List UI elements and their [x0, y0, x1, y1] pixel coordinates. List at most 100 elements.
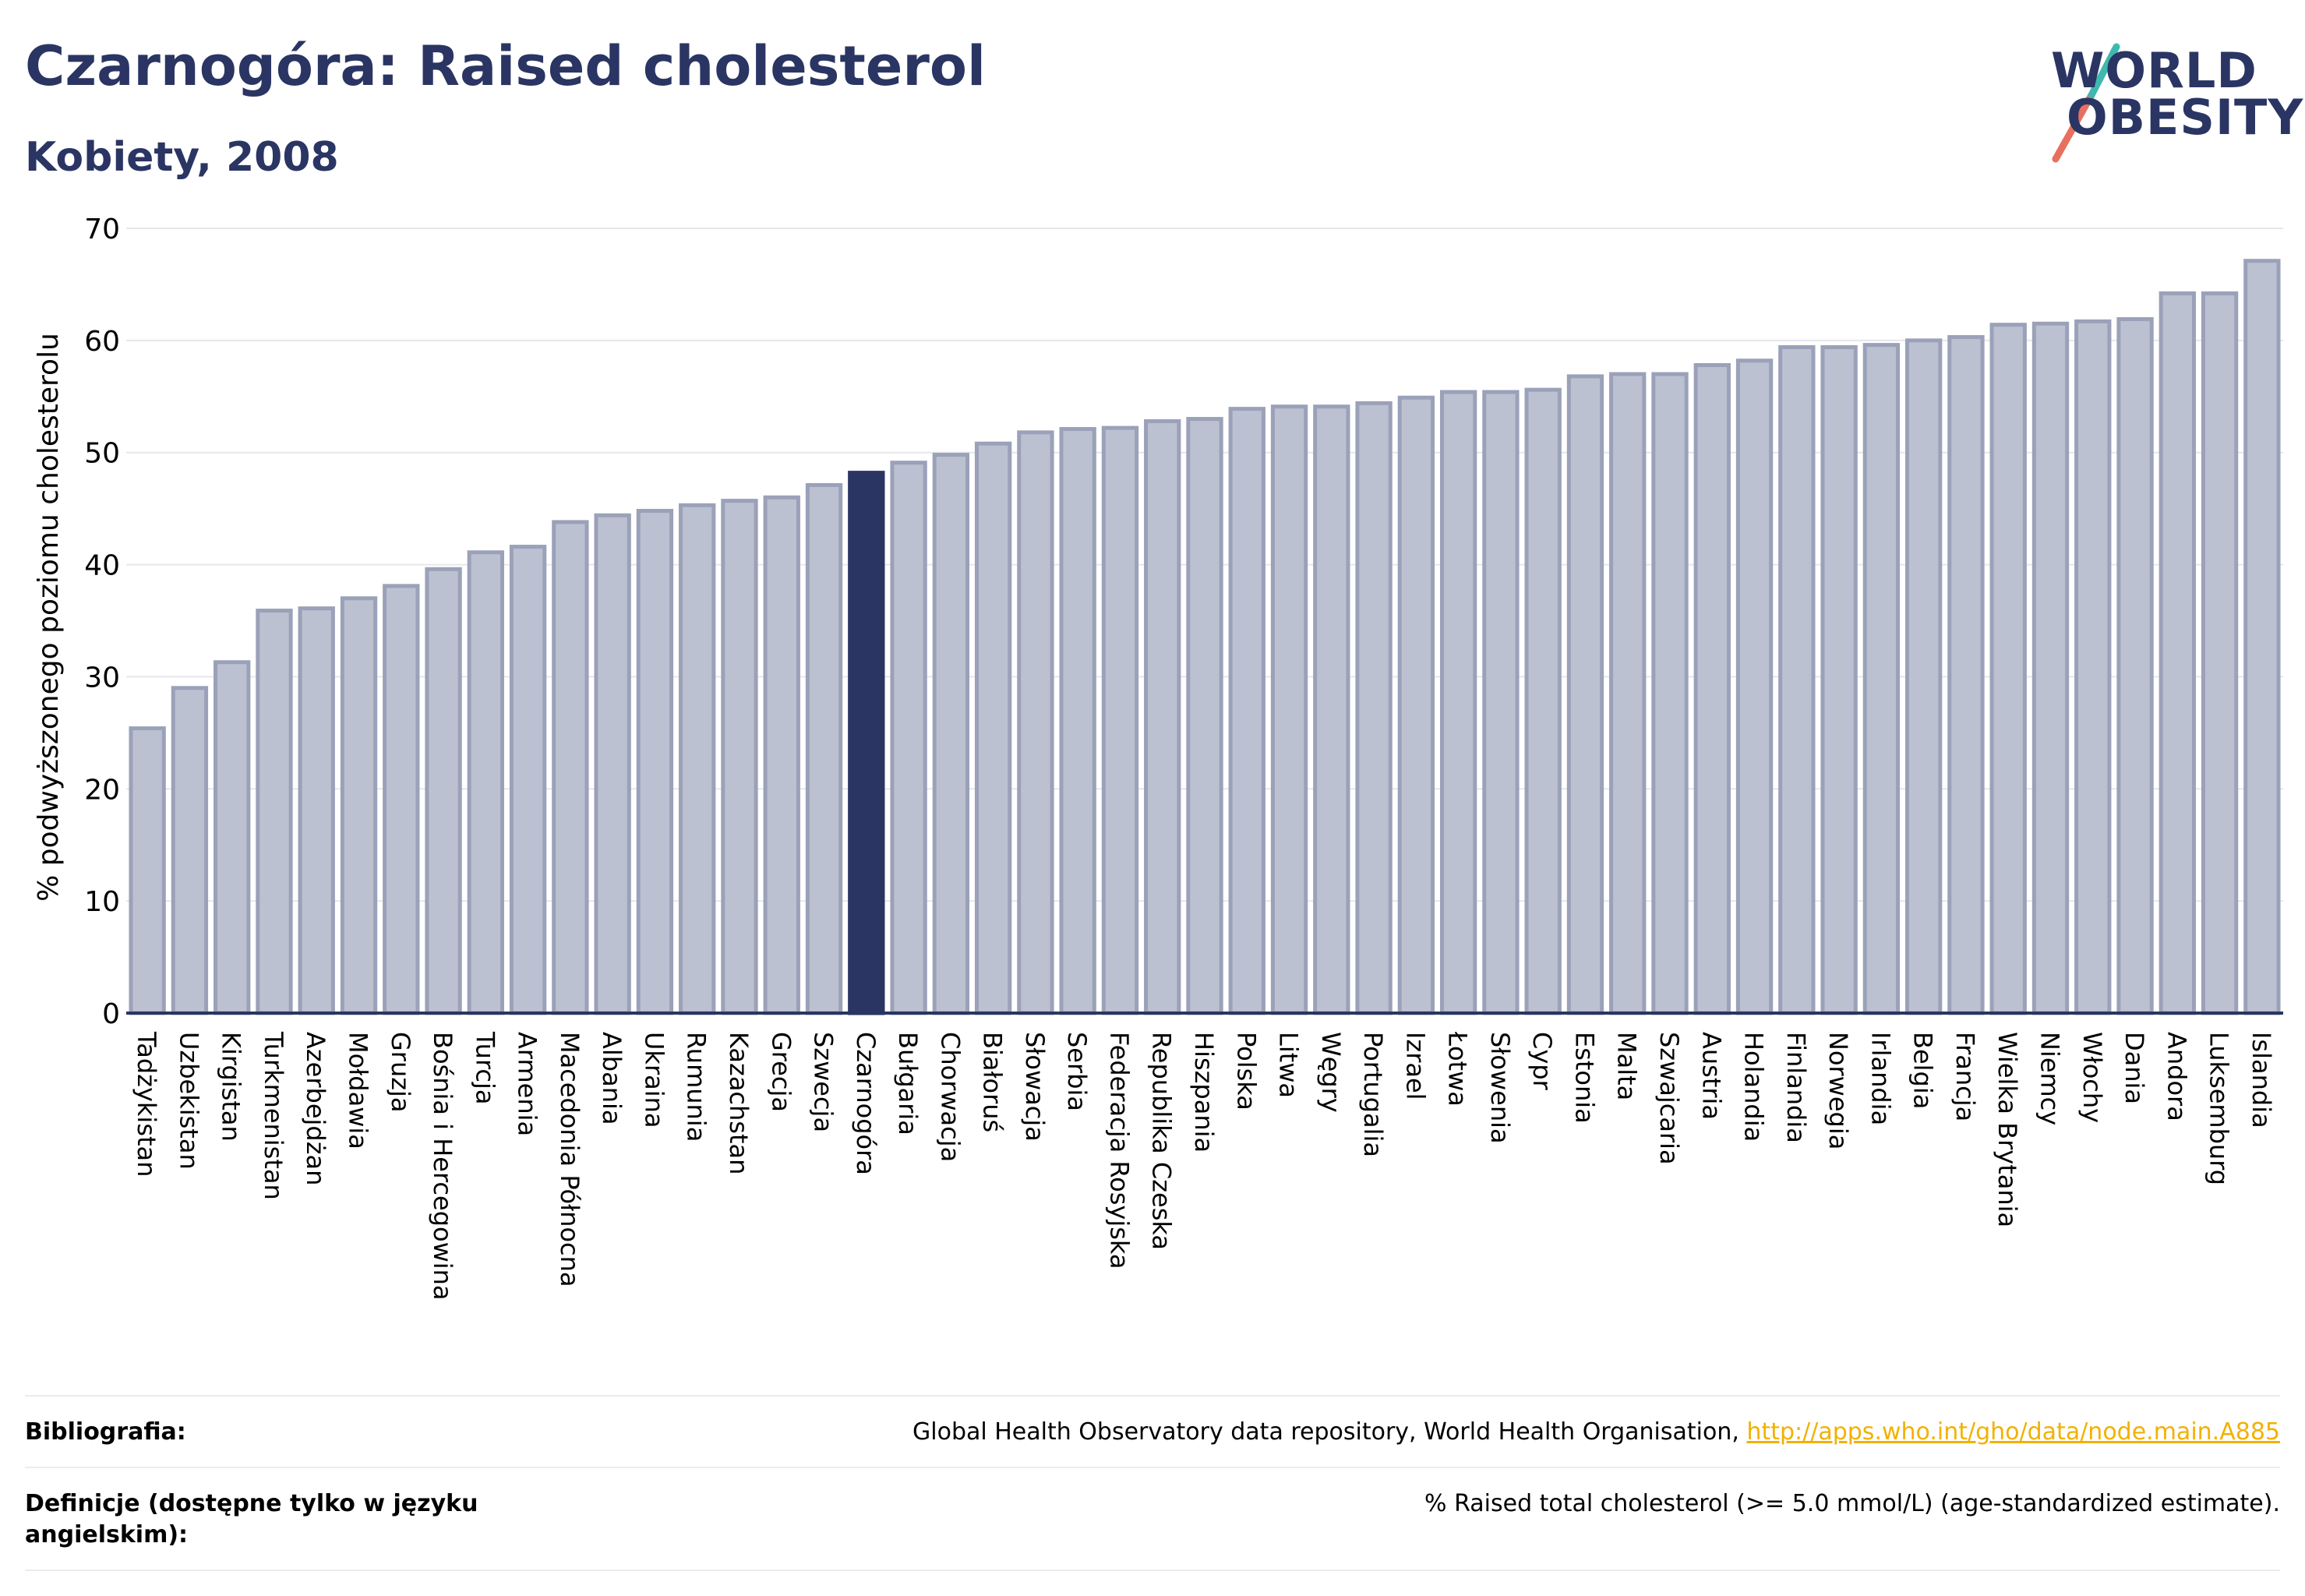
bar	[1735, 358, 1774, 1015]
bar	[2031, 321, 2070, 1015]
bar	[2159, 291, 2196, 1015]
x-tick-label: Belgia	[1908, 1032, 1938, 1109]
y-tick-label: 20	[84, 774, 120, 806]
x-tick-label: Turkmenistan	[259, 1031, 288, 1200]
bar	[1482, 390, 1520, 1015]
bar	[214, 660, 251, 1015]
bibliography-link[interactable]: http://apps.who.int/gho/data/node.main.A…	[1746, 1418, 2280, 1446]
x-tick-label: Finlandia	[1781, 1032, 1811, 1143]
x-tick-label: Federacja Rosyjska	[1104, 1032, 1134, 1269]
x-tick-label: Macedonia Północna	[555, 1032, 584, 1287]
bibliography-text: Global Health Observatory data repositor…	[912, 1418, 1747, 1446]
bar	[1904, 338, 1943, 1015]
x-tick-label: Chorwacja	[935, 1032, 965, 1162]
bar	[1186, 417, 1223, 1015]
bars	[129, 259, 2281, 1015]
bar	[256, 609, 293, 1015]
bibliography-value: Global Health Observatory data repositor…	[912, 1417, 2280, 1448]
bar	[1947, 335, 1985, 1015]
bar	[1439, 390, 1477, 1015]
x-tick-label: Uzbekistan	[174, 1032, 203, 1170]
x-tick-label: Dania	[2120, 1032, 2149, 1104]
x-tick-label: Turcja	[470, 1031, 499, 1105]
y-tick-label: 40	[84, 550, 120, 582]
bar	[1101, 425, 1139, 1015]
bar	[721, 499, 758, 1015]
x-tick-label: Mołdawia	[344, 1032, 373, 1149]
x-tick-label: Cypr	[1527, 1032, 1557, 1091]
bar	[383, 584, 420, 1015]
bar	[1017, 430, 1054, 1015]
x-tick-label: Czarnogóra	[851, 1032, 881, 1175]
bar	[2116, 317, 2154, 1015]
bar	[1566, 374, 1604, 1015]
definitions-row: Definicje (dostępne tylko w języku angie…	[25, 1467, 2280, 1571]
bar	[679, 503, 716, 1015]
x-tick-label: Wielka Brytania	[1993, 1032, 2022, 1227]
bar	[1355, 401, 1393, 1015]
x-tick-label: Litwa	[1274, 1032, 1304, 1098]
y-tick-label: 10	[84, 886, 120, 918]
y-tick-label: 50	[84, 438, 120, 470]
bar	[594, 513, 631, 1015]
bar	[974, 441, 1012, 1015]
x-tick-label: Bośnia i Hercegowina	[428, 1032, 457, 1301]
y-tick-label: 70	[84, 214, 120, 245]
bar	[1059, 427, 1096, 1015]
x-tick-label: Portugalia	[1358, 1032, 1388, 1157]
y-tick-label: 30	[84, 662, 120, 694]
bar	[1228, 407, 1265, 1015]
bar	[1820, 344, 1858, 1015]
bar	[171, 686, 209, 1015]
bar	[932, 453, 970, 1015]
x-tick-label: Gruzja	[386, 1032, 415, 1113]
bar	[1651, 372, 1689, 1015]
chart-title: Czarnogóra: Raised cholesterol	[25, 34, 986, 98]
bar	[1778, 344, 1816, 1015]
bar	[890, 461, 927, 1015]
bar	[2201, 291, 2239, 1015]
x-tick-label: Słowenia	[1485, 1032, 1515, 1144]
bar	[1989, 323, 2027, 1015]
definitions-label: Definicje (dostępne tylko w języku angie…	[25, 1490, 478, 1548]
x-tick-label: Niemcy	[2035, 1032, 2064, 1125]
x-tick-label: Andora	[2162, 1032, 2191, 1121]
x-tick-label: Białoruś	[978, 1032, 1008, 1132]
x-tick-label: Polska	[1231, 1032, 1261, 1110]
x-tick-label: Izrael	[1400, 1032, 1430, 1100]
axes: 0 10 20 30 40 50 60 70 Tadżykistan Uzbekistan Kirg…	[84, 214, 2283, 1301]
bar	[467, 550, 505, 1015]
bar	[509, 545, 547, 1015]
x-tick-label: Armenia	[513, 1032, 542, 1136]
bar	[298, 606, 335, 1015]
definitions-value: % Raised total cholesterol (>= 5.0 mmol/…	[1424, 1490, 2280, 1517]
logo-text-obesity: OBESITY	[2067, 89, 2304, 146]
y-axis-label: % podwyższonego poziomu cholesterolu	[33, 333, 65, 902]
x-tick-label: Łotwa	[1443, 1031, 1473, 1107]
x-tick-label: Albania	[597, 1032, 627, 1125]
bar	[552, 520, 589, 1015]
x-tick-label: Węgry	[1316, 1032, 1346, 1113]
x-tick-label: Grecja	[766, 1032, 796, 1112]
bar	[2074, 319, 2112, 1015]
x-tick-label: Azerbejdżan	[301, 1032, 330, 1185]
bar	[636, 509, 674, 1015]
footer-table: Bibliografia: Global Health Observatory …	[25, 1395, 2280, 1571]
x-tick-label: Słowacja	[1020, 1032, 1050, 1142]
bar	[805, 482, 843, 1015]
bar	[425, 567, 462, 1015]
bar	[1609, 372, 1647, 1015]
x-tick-label: Rumunia	[682, 1032, 711, 1142]
x-tick-label: Kazachstan	[724, 1032, 754, 1174]
x-tick-label: Holandia	[1739, 1032, 1769, 1142]
logo-slash-icon	[2052, 43, 2120, 163]
x-tick-label: Norwegia	[1823, 1032, 1853, 1149]
x-tick-label: Kirgistan	[217, 1032, 246, 1142]
x-tick-label: Szwecja	[809, 1032, 838, 1132]
x-tick-label: Austria	[1696, 1032, 1726, 1120]
x-tick-label: Włochy	[2077, 1032, 2107, 1123]
chart-subtitle: Kobiety, 2008	[25, 134, 339, 181]
x-tick-label: Szwajcaria	[1654, 1032, 1684, 1165]
x-tick-label: Francja	[1950, 1032, 1980, 1121]
x-tick-label: Estonia	[1569, 1032, 1599, 1124]
